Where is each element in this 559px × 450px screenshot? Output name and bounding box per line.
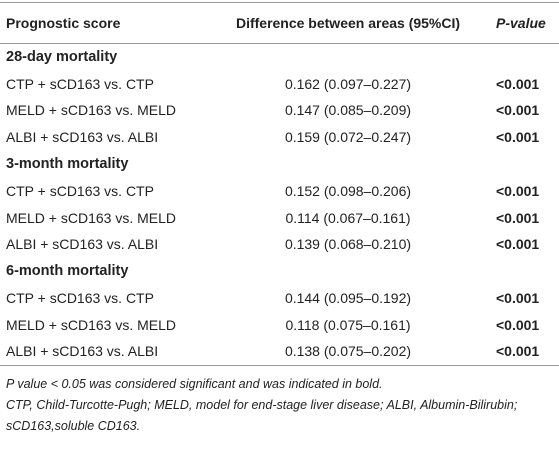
- cell: 0.159 (0.072–0.247): [284, 129, 412, 146]
- footnote: P value < 0.05 was considered significan…: [6, 376, 383, 391]
- cell: 0.152 (0.098–0.206): [284, 182, 412, 199]
- cell: MELD + sCD163 vs. MELD: [6, 102, 176, 119]
- cell: 0.162 (0.097–0.227): [284, 75, 412, 92]
- cell: ALBI + sCD163 vs. ALBI: [6, 343, 159, 360]
- cell: 0.138 (0.075–0.202): [284, 343, 412, 360]
- cell: <0.001: [496, 102, 540, 119]
- cell: <0.001: [496, 316, 540, 333]
- section-title: 28-day mortality: [6, 49, 118, 66]
- data-row: ALBI + sCD163 vs. ALBI 0.139 (0.068–0.210…: [0, 231, 559, 258]
- cell: 0.114 (0.067–0.161): [285, 209, 411, 226]
- footnote: CTP, Child-Turcotte-Pugh; MELD, model fo…: [6, 397, 518, 433]
- cell: 0.144 (0.095–0.192): [284, 290, 412, 307]
- section-title: 6-month mortality: [6, 263, 129, 280]
- data-row: CTP + sCD163 vs. CTP 0.162 (0.097–0.227) <…: [0, 70, 559, 97]
- cell: MELD + sCD163 vs. MELD: [6, 209, 176, 226]
- cell: <0.001: [496, 182, 540, 199]
- footnotes: P value < 0.05 was considered significan…: [0, 366, 559, 437]
- table-body: 28-day mortality CTP + sCD163 vs. CTP 0.16…: [0, 44, 559, 366]
- data-row: MELD + sCD163 vs. MELD 0.118 (0.075–0.161…: [0, 311, 559, 338]
- section-row: 3-month mortality: [0, 151, 559, 178]
- header-cell: Prognostic score: [6, 15, 121, 31]
- cell: 0.118 (0.075–0.161): [285, 316, 411, 333]
- page: Prognostic score Difference between area…: [0, 2, 559, 437]
- cell: <0.001: [496, 129, 540, 146]
- cell: <0.001: [496, 290, 540, 307]
- data-row: MELD + sCD163 vs. MELD 0.147 (0.085–0.209…: [0, 97, 559, 124]
- header-cell: P-value: [496, 15, 546, 31]
- header-row: Prognostic score Difference between area…: [0, 2, 559, 44]
- cell: CTP + sCD163 vs. CTP: [6, 290, 154, 307]
- cell: CTP + sCD163 vs. CTP: [6, 182, 154, 199]
- header-cell: Difference between areas (95%CI): [235, 15, 461, 31]
- cell: ALBI + sCD163 vs. ALBI: [6, 236, 159, 253]
- data-row: ALBI + sCD163 vs. ALBI 0.138 (0.075–0.202…: [0, 338, 559, 365]
- cell: <0.001: [496, 75, 540, 92]
- data-row: CTP + sCD163 vs. CTP 0.152 (0.098–0.206) <…: [0, 177, 559, 204]
- data-row: ALBI + sCD163 vs. ALBI 0.159 (0.072–0.247…: [0, 124, 559, 151]
- data-row: CTP + sCD163 vs. CTP 0.144 (0.095–0.192) <…: [0, 285, 559, 312]
- cell: ALBI + sCD163 vs. ALBI: [6, 129, 159, 146]
- cell: MELD + sCD163 vs. MELD: [6, 316, 176, 333]
- section-title: 3-month mortality: [6, 156, 129, 173]
- table: Prognostic score Difference between area…: [0, 2, 559, 366]
- cell: <0.001: [496, 343, 540, 360]
- cell: 0.139 (0.068–0.210): [284, 236, 412, 253]
- cell: CTP + sCD163 vs. CTP: [6, 75, 154, 92]
- section-row: 28-day mortality: [0, 44, 559, 71]
- cell: <0.001: [496, 209, 540, 226]
- cell: <0.001: [496, 236, 540, 253]
- section-row: 6-month mortality: [0, 258, 559, 285]
- data-row: MELD + sCD163 vs. MELD 0.114 (0.067–0.161…: [0, 204, 559, 231]
- cell: 0.147 (0.085–0.209): [284, 102, 412, 119]
